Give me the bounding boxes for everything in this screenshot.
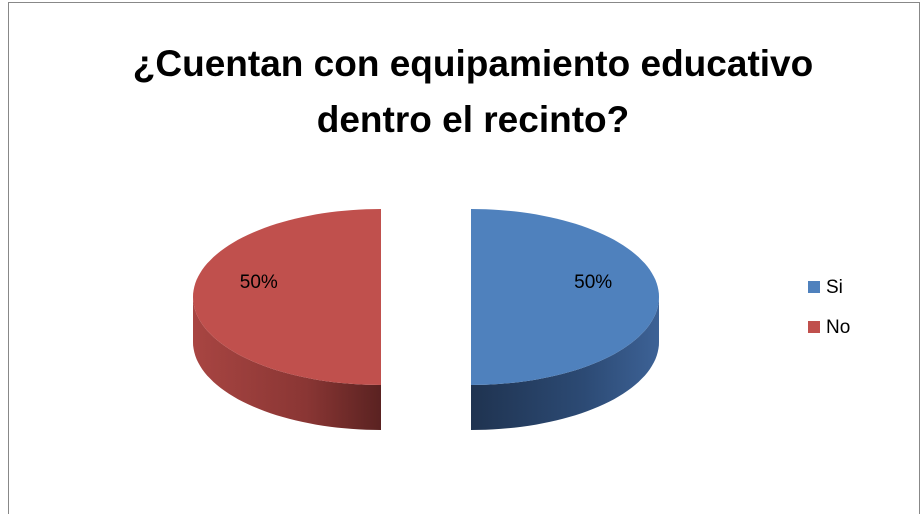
legend-swatch [808, 321, 820, 333]
chart-title: ¿Cuentan con equipamiento educativo dent… [132, 43, 814, 140]
pie-slice-side [471, 297, 659, 430]
pie-slice [193, 209, 381, 385]
data-label: 50% [240, 272, 278, 293]
legend-label: No [826, 317, 850, 338]
legend-label: Si [826, 277, 843, 298]
pie-slice [471, 209, 659, 385]
pie-sides [193, 297, 659, 430]
data-label: 50% [574, 272, 612, 293]
chart-frame [8, 2, 920, 514]
legend-swatch [808, 281, 820, 293]
pie-slice-side [193, 297, 381, 430]
pie-tops [193, 209, 659, 385]
